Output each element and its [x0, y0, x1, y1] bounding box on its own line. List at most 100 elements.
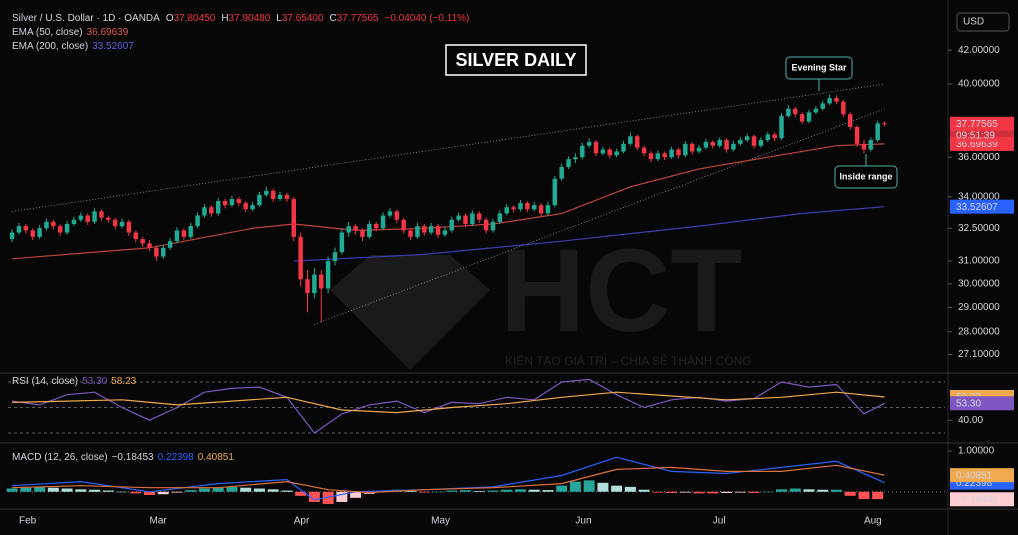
candle-body: [408, 230, 413, 237]
histogram-bar: [322, 491, 334, 504]
histogram-bar: [803, 489, 815, 492]
candle-body: [161, 247, 166, 257]
candle-body: [16, 226, 22, 233]
legend-value: −0.18453: [112, 452, 154, 463]
histogram-bar: [844, 491, 856, 496]
candle-body: [428, 226, 434, 233]
candle-body: [641, 147, 647, 154]
candle-body: [703, 141, 709, 148]
candle-body: [834, 98, 839, 102]
histogram-bar: [776, 489, 788, 492]
price-tag: [950, 199, 1014, 214]
candle-body: [655, 153, 661, 160]
candle-body: [92, 211, 97, 222]
currency[interactable]: USD: [963, 17, 984, 28]
candle-body: [305, 279, 310, 294]
candle-body: [779, 116, 784, 139]
candle-body: [415, 226, 420, 237]
change: −0.04040 (−0.11%): [385, 13, 470, 24]
ohlc-value: 37.80450: [174, 13, 216, 24]
candle-body: [57, 226, 63, 233]
countdown-bg: [950, 129, 1014, 142]
price-tag-label: 37.77565: [956, 119, 998, 130]
histogram-bar: [679, 491, 691, 493]
price-tag-label: 53.30: [956, 398, 981, 409]
histogram-bar: [61, 488, 73, 492]
candle-body: [751, 136, 757, 146]
candle-body: [325, 261, 331, 289]
candle-body: [669, 149, 674, 158]
histogram-bar: [281, 490, 293, 492]
candle-body: [23, 226, 29, 231]
candle-body: [174, 230, 180, 242]
candle-body: [284, 194, 290, 199]
histogram-bar: [185, 490, 197, 492]
candle-body: [126, 221, 132, 233]
histogram-bar: [157, 491, 169, 495]
legend-value: 33.52607: [92, 41, 134, 52]
candle-body: [401, 219, 406, 231]
candle-body: [813, 108, 819, 113]
annotation: Evening Star: [791, 62, 847, 72]
histogram-bar: [47, 487, 59, 492]
histogram-bar: [405, 490, 417, 492]
countdown: 09:51:39: [956, 130, 995, 141]
histogram-bar: [350, 491, 362, 498]
indicator-line: [12, 464, 885, 494]
candle-body: [167, 241, 173, 248]
candle-body: [504, 207, 509, 214]
histogram-bar: [762, 491, 774, 493]
histogram-bar: [116, 491, 128, 493]
histogram-bar: [171, 491, 183, 493]
ohlc-prefix: O: [166, 13, 174, 24]
candle-body: [538, 205, 544, 214]
candle-body: [786, 108, 791, 117]
currency-box[interactable]: [956, 12, 1010, 32]
histogram-bar: [144, 491, 156, 496]
histogram-bar: [308, 491, 320, 502]
candle-body: [731, 143, 736, 150]
candle-body: [518, 203, 523, 210]
watermark-logo: HCT: [500, 225, 743, 357]
histogram-bar: [748, 491, 760, 493]
histogram-bar: [501, 489, 513, 492]
candle-body: [270, 190, 276, 199]
candle-body: [545, 205, 551, 214]
candle-body: [422, 226, 427, 233]
histogram-bar: [295, 491, 307, 496]
candle-body: [380, 215, 386, 229]
legend-name: EMA (50, close): [12, 27, 83, 38]
y-tick-label: 32.50000: [958, 223, 1000, 234]
histogram-bar: [212, 487, 224, 492]
y-tick-label: 36.00000: [958, 152, 1000, 163]
histogram-bar: [487, 490, 499, 492]
candle-body: [875, 123, 880, 141]
histogram-bar: [666, 491, 678, 493]
histogram-bar: [75, 489, 87, 492]
candle-body: [394, 211, 400, 220]
x-tick-label: Mar: [150, 516, 168, 527]
candle-body: [724, 140, 729, 150]
candle-body: [477, 213, 482, 220]
candle-body: [696, 147, 702, 152]
price-tag-label: −0.18453: [956, 494, 998, 505]
candle-body: [552, 178, 558, 206]
candle-body: [442, 230, 448, 235]
histogram-bar: [707, 491, 719, 494]
histogram-bar: [226, 486, 238, 492]
y-tick-label: 34.00000: [958, 192, 1000, 203]
indicator-title: RSI (14, close): [12, 376, 78, 387]
candle-body: [799, 114, 805, 122]
histogram-bar: [253, 488, 265, 492]
price-tag-label: 0.22398: [956, 478, 993, 489]
candle-body: [353, 226, 358, 231]
y-tick-label: 27.10000: [958, 349, 1000, 360]
watermark-diamond: [330, 255, 490, 370]
symbol-header: Silver / U.S. Dollar · 1D · OANDA O37.804…: [12, 13, 469, 24]
candle-body: [112, 219, 118, 227]
indicator-line: [12, 391, 885, 414]
candle-body: [37, 228, 42, 237]
candle-body: [689, 143, 695, 152]
candle-body: [662, 153, 667, 158]
